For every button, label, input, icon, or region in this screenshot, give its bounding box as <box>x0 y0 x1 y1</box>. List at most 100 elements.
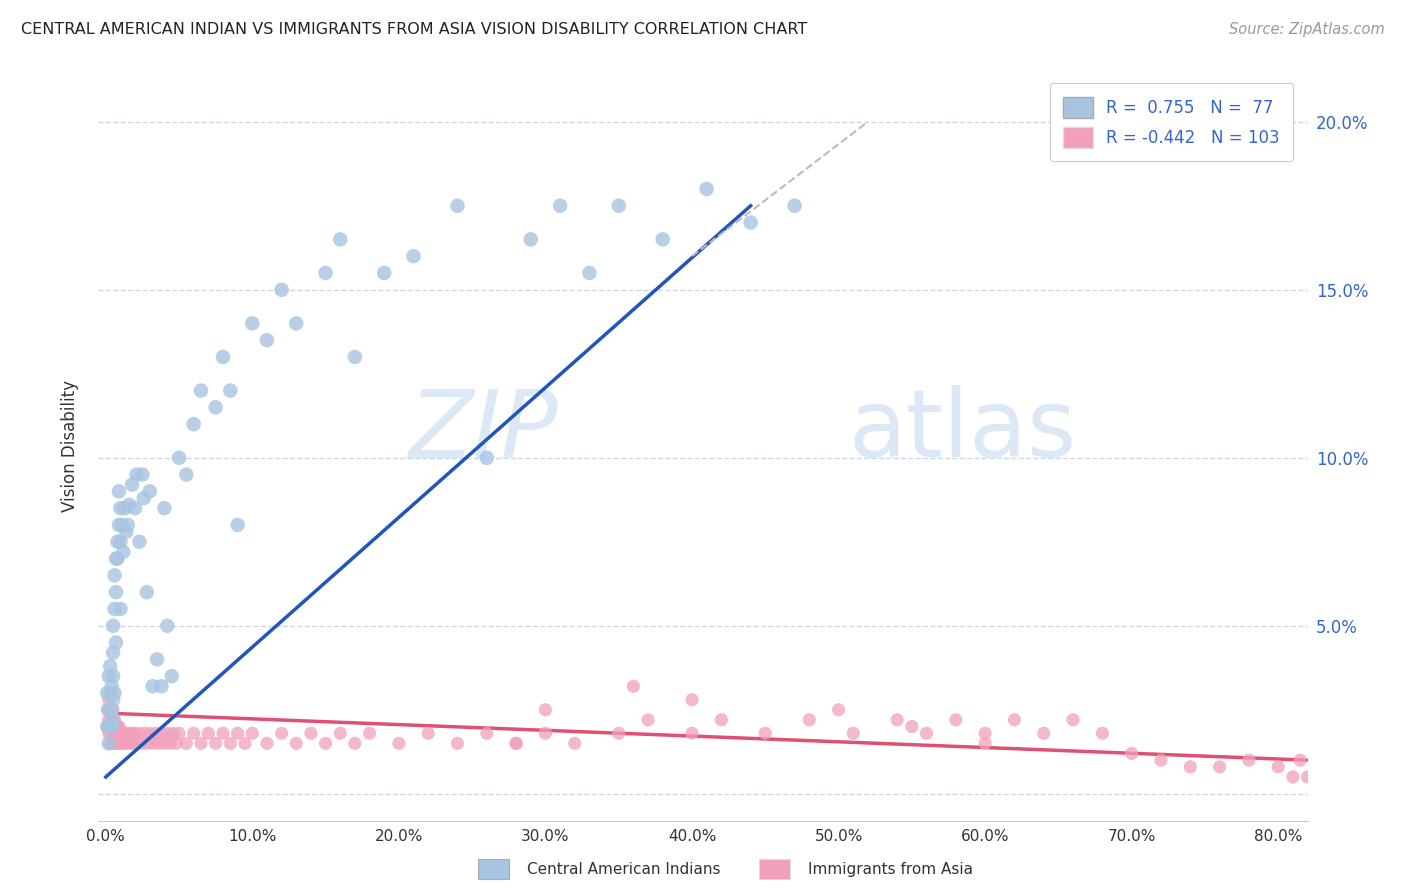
Point <box>945 713 967 727</box>
Point <box>128 534 150 549</box>
Point <box>520 232 543 246</box>
Point <box>98 736 121 750</box>
Point <box>1296 770 1319 784</box>
Point <box>651 232 673 246</box>
Point <box>299 726 322 740</box>
Point <box>132 491 155 505</box>
Point <box>101 713 124 727</box>
Point <box>212 726 235 740</box>
Point <box>117 726 139 740</box>
Point <box>1121 747 1143 761</box>
Point <box>475 726 498 740</box>
Point <box>105 585 128 599</box>
Point <box>121 477 143 491</box>
Point <box>103 686 125 700</box>
Point <box>97 726 120 740</box>
Point <box>148 736 170 750</box>
Point <box>101 646 124 660</box>
Point <box>204 736 226 750</box>
Point <box>101 619 124 633</box>
Point <box>159 736 181 750</box>
Point <box>1150 753 1173 767</box>
Point <box>110 602 132 616</box>
Point <box>138 726 160 740</box>
Point <box>97 669 120 683</box>
Point <box>1267 760 1289 774</box>
Point <box>167 450 190 465</box>
Point <box>681 692 703 706</box>
Point <box>696 182 718 196</box>
Point <box>197 726 219 740</box>
Point <box>165 736 187 750</box>
Point <box>974 726 997 740</box>
Point <box>475 450 498 465</box>
Point <box>142 679 165 693</box>
Point <box>125 467 148 482</box>
Point <box>107 720 129 734</box>
Point <box>121 736 143 750</box>
Point <box>96 720 118 734</box>
Point <box>402 249 425 263</box>
Point <box>97 692 120 706</box>
Point <box>103 713 125 727</box>
Point <box>100 679 122 693</box>
Point <box>127 726 149 740</box>
Point <box>974 736 997 750</box>
Point <box>621 679 644 693</box>
Point <box>176 736 198 750</box>
Point <box>111 726 134 740</box>
Point <box>98 720 121 734</box>
Point <box>156 726 179 740</box>
Point <box>505 736 527 750</box>
Point <box>343 736 366 750</box>
Point <box>285 736 308 750</box>
Point <box>315 736 337 750</box>
Point <box>226 726 249 740</box>
Point <box>98 720 121 734</box>
Point <box>101 736 124 750</box>
Point <box>97 703 120 717</box>
Point <box>108 518 131 533</box>
Point <box>132 726 155 740</box>
Point <box>534 726 557 740</box>
Point <box>98 659 121 673</box>
Point <box>915 726 938 740</box>
Point <box>607 726 630 740</box>
Point <box>107 534 129 549</box>
Point <box>446 736 468 750</box>
Point <box>1062 713 1084 727</box>
Point <box>108 720 131 734</box>
Point <box>131 467 153 482</box>
Point <box>534 703 557 717</box>
Point <box>101 692 124 706</box>
Point <box>842 726 865 740</box>
Point <box>446 199 468 213</box>
Point <box>388 736 411 750</box>
Point <box>97 736 120 750</box>
Point <box>212 350 235 364</box>
Point <box>578 266 600 280</box>
Point <box>112 736 135 750</box>
Point <box>103 726 125 740</box>
Point <box>142 736 165 750</box>
Point <box>183 726 205 740</box>
Point <box>710 713 733 727</box>
Point <box>129 736 152 750</box>
Y-axis label: Vision Disability: Vision Disability <box>60 380 79 512</box>
Point <box>505 736 527 750</box>
Point <box>153 501 176 516</box>
Point <box>120 726 142 740</box>
Point <box>105 720 128 734</box>
Point <box>160 669 183 683</box>
Point <box>105 736 128 750</box>
Point <box>96 720 118 734</box>
Point <box>1282 770 1305 784</box>
Point <box>783 199 806 213</box>
Point <box>1091 726 1114 740</box>
Point <box>256 333 278 347</box>
Point <box>115 524 138 539</box>
Point <box>176 467 198 482</box>
Point <box>359 726 381 740</box>
Point <box>1289 753 1312 767</box>
Point <box>153 736 176 750</box>
